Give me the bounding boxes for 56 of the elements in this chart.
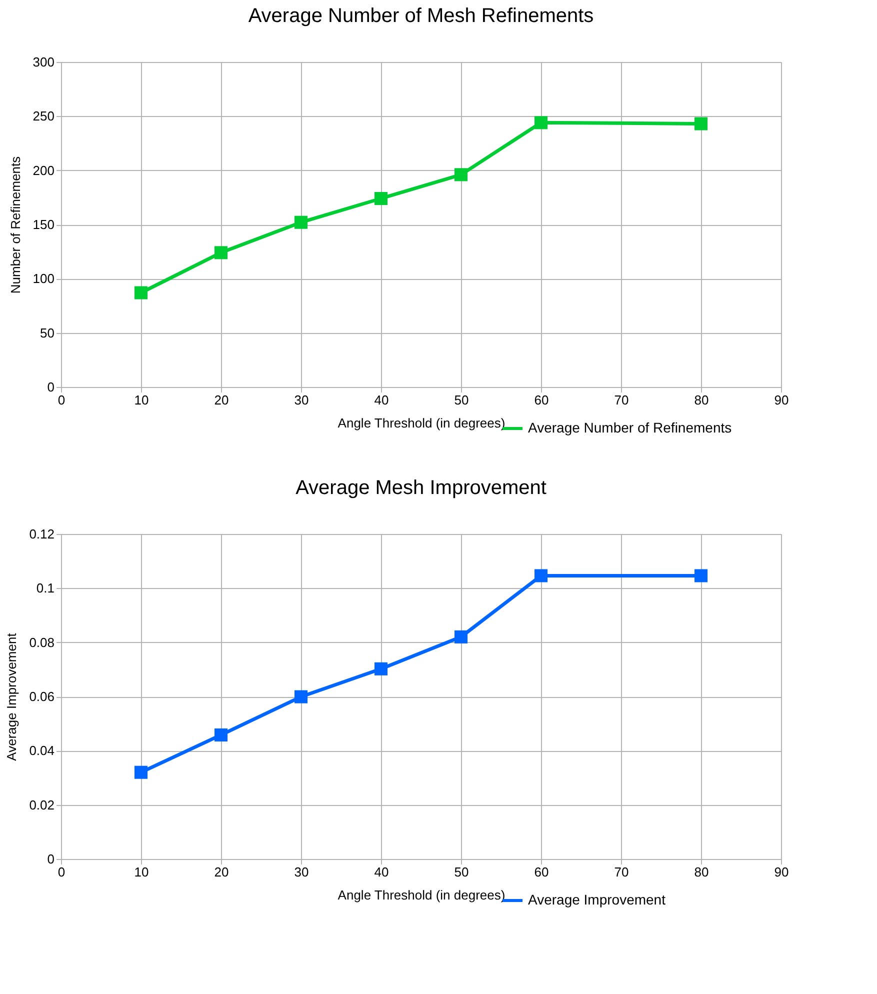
point [534,569,548,582]
x-tick-label: 20 [214,864,229,880]
x-tick-label: 30 [294,864,309,880]
point [294,216,308,229]
point [134,766,148,779]
y-axis-title: Average Improvement [4,632,20,761]
x-tick-label: 70 [614,864,629,880]
point [214,728,228,742]
y-axis-title: Number of Refinements [8,156,23,294]
chart-title: Average Number of Mesh Refinements [248,5,594,27]
x-tick-label: 60 [534,392,549,408]
point [134,286,148,300]
y-tick-label: 250 [32,108,54,124]
x-tick-label: 70 [614,392,629,408]
y-tick-label: 200 [32,162,54,178]
y-tick-label: 0.04 [29,743,54,758]
x-tick-label: 80 [694,864,709,880]
y-tick-label: 300 [32,54,54,70]
y-tick-label: 100 [32,271,54,286]
point [214,246,228,260]
x-tick-label: 80 [694,392,709,408]
x-tick-label: 60 [534,864,549,880]
point [294,690,308,704]
point [694,117,708,130]
x-axis-title: Angle Threshold (in degrees) [338,416,506,430]
point [694,569,708,582]
point [374,662,388,676]
x-tick-label: 0 [58,864,66,880]
legend-label: Average Number of Refinements [528,420,732,436]
y-tick-label: 0 [47,380,54,394]
x-axis-title: Angle Threshold (in degrees) [338,888,506,902]
y-tick-label: 50 [40,325,54,340]
x-tick-label: 20 [214,392,229,408]
y-tick-label: 0.06 [29,689,54,704]
y-tick-label: 0.08 [29,634,54,650]
x-tick-label: 50 [454,392,469,408]
point [374,192,388,206]
point [454,630,468,644]
x-tick-label: 30 [294,392,309,408]
y-tick-label: 0.12 [29,526,54,542]
chart-title: Average Mesh Improvement [296,477,547,499]
y-tick-label: 0.02 [29,797,54,812]
y-tick-label: 0.1 [36,580,54,596]
x-tick-label: 40 [374,864,389,880]
x-tick-label: 0 [58,392,66,408]
x-tick-label: 90 [774,864,789,880]
x-tick-label: 90 [774,392,789,408]
x-tick-label: 10 [134,392,149,408]
x-tick-label: 40 [374,392,389,408]
x-tick-label: 50 [454,864,469,880]
legend-label: Average Improvement [528,892,666,908]
y-tick-label: 150 [32,217,54,232]
point [454,168,468,182]
x-tick-label: 10 [134,864,149,880]
y-tick-label: 0 [47,852,54,866]
point [534,116,548,130]
